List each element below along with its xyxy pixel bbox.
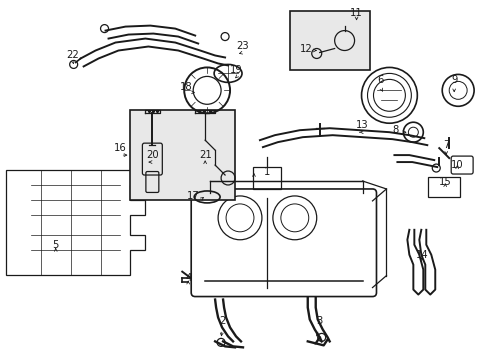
FancyBboxPatch shape xyxy=(289,11,369,71)
FancyBboxPatch shape xyxy=(130,110,235,200)
Bar xyxy=(252,167,280,189)
Text: 11: 11 xyxy=(349,8,362,18)
Text: 5: 5 xyxy=(52,240,59,250)
Text: 21: 21 xyxy=(198,150,211,160)
Text: 7: 7 xyxy=(442,140,448,150)
Text: 23: 23 xyxy=(236,41,249,50)
Text: 10: 10 xyxy=(450,160,463,170)
Text: 15: 15 xyxy=(438,177,451,187)
Text: 18: 18 xyxy=(180,82,192,93)
Text: 20: 20 xyxy=(146,150,158,160)
Text: 12: 12 xyxy=(299,44,311,54)
Text: 16: 16 xyxy=(114,143,126,153)
Text: 8: 8 xyxy=(391,125,398,135)
Text: 4: 4 xyxy=(185,273,191,283)
Text: 9: 9 xyxy=(450,75,456,85)
Text: 13: 13 xyxy=(355,120,368,130)
Text: 3: 3 xyxy=(316,316,322,327)
Text: 17: 17 xyxy=(186,191,199,201)
Text: 2: 2 xyxy=(219,316,225,327)
Text: 6: 6 xyxy=(377,75,383,85)
Text: 1: 1 xyxy=(263,167,269,177)
Text: 19: 19 xyxy=(229,66,242,76)
Text: 22: 22 xyxy=(66,50,79,60)
Text: 14: 14 xyxy=(415,250,428,260)
